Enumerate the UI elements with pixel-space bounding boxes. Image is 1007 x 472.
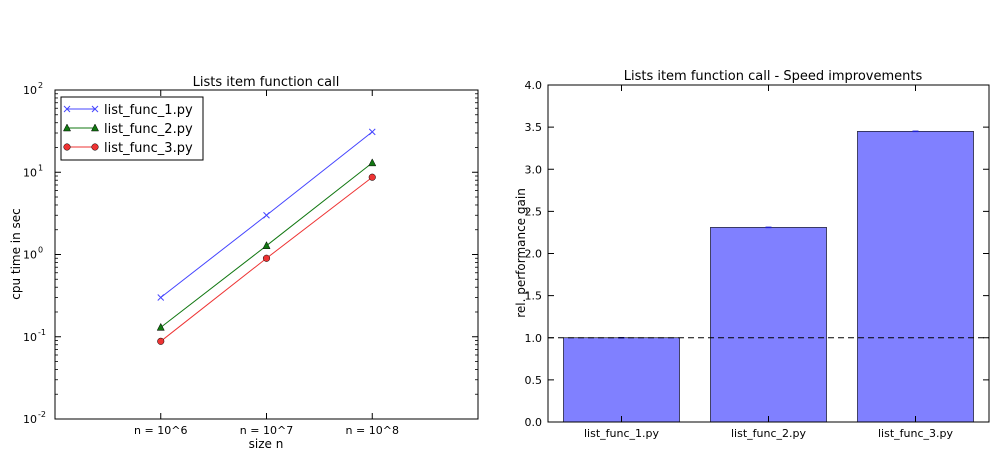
line-chart: Lists item function call 10 -210 -110 010 11…	[9, 75, 479, 451]
bar-chart-y-axis-label: rel. performance gain	[514, 188, 528, 318]
bar-x-tick-label-2: list_func_2.py	[731, 427, 806, 440]
line-series-2-point-3	[368, 158, 377, 167]
line-chart-title: Lists item function call	[193, 75, 340, 90]
bar-x-tick-label-3: list_func_3.py	[878, 427, 953, 440]
line-series-1-point-3-stroke-b	[368, 128, 376, 136]
line-series-1-point-2	[263, 211, 270, 219]
line-series-2-point-2	[262, 241, 271, 249]
bar-y-tick-label-7: 3.0	[525, 163, 543, 176]
line-series-1-point-1-stroke-b	[157, 294, 165, 301]
line-series-1-point-3	[368, 128, 376, 136]
line-x-tick-label-1: n = 10^6	[134, 424, 187, 437]
legend-marker-a-2	[62, 123, 72, 132]
bar-y-tick-label-6: 2.5	[525, 205, 543, 218]
line-x-tick-label-2: n = 10^7	[240, 424, 293, 437]
line-series-3-point-2	[262, 254, 271, 262]
legend-marker-a-1	[63, 105, 71, 113]
legend-marker-b-2	[90, 123, 100, 132]
legend-marker-a-3	[63, 143, 71, 151]
line-y-tick-label-3: 10	[23, 249, 37, 262]
line-y-tick-label-1: 10	[23, 413, 37, 426]
legend-marker-b-1-stroke-b	[91, 105, 99, 113]
bar-y-tick-label-9: 4.0	[525, 79, 543, 92]
line-series-2-point-1	[156, 322, 165, 331]
bar-3	[857, 131, 974, 423]
bar-y-tick-label-2: 0.5	[525, 374, 543, 387]
line-y-tick-exp-2: -1	[38, 328, 46, 337]
bar-1	[563, 337, 680, 423]
line-y-tick-label-4: 10	[23, 166, 37, 179]
line-series-1-point-2-stroke-b	[263, 211, 270, 219]
line-y-tick-exp-3: 0	[38, 246, 43, 255]
bar-y-tick-label-1: 0.0	[525, 416, 543, 429]
bar-y-tick-label-8: 3.5	[525, 121, 543, 134]
line-y-tick-label-2: 10	[23, 331, 37, 344]
legend-label-2: list_func_2.py	[104, 122, 193, 137]
line-series-3-point-3	[368, 173, 376, 181]
line-y-tick-exp-5: 2	[38, 81, 43, 90]
bar-y-tick-label-5: 2.0	[525, 248, 543, 261]
line-y-tick-exp-1: -2	[38, 410, 46, 419]
bar-chart: Lists item function call - Speed improve…	[514, 69, 990, 440]
legend-marker-b-3	[91, 143, 99, 151]
line-y-tick-exp-4: 1	[38, 163, 43, 172]
line-chart-legend: list_func_1.py list_func_2.py list_func_3.…	[60, 96, 204, 161]
line-chart-y-axis-label: cpu time in sec	[9, 208, 23, 300]
bar-y-tick-label-3: 1.0	[525, 332, 543, 345]
line-y-tick-label-5: 10	[23, 84, 37, 97]
line-series-3-point-1	[157, 337, 165, 345]
bar-x-tick-label-1: list_func_1.py	[584, 427, 659, 440]
line-chart-x-axis-label: size n	[249, 437, 284, 451]
line-x-tick-label-3: n = 10^8	[346, 424, 399, 437]
bar-chart-title: Lists item function call - Speed improve…	[624, 69, 923, 84]
legend-box	[60, 96, 204, 161]
bar-y-tick-label-4: 1.5	[525, 290, 543, 303]
legend-marker-b-1	[91, 105, 99, 113]
bar-2	[710, 227, 827, 423]
legend-marker-a-1-stroke-b	[63, 105, 71, 113]
line-series-1-point-1	[157, 294, 165, 301]
legend-label-1: list_func_1.py	[104, 103, 193, 118]
legend-label-3: list_func_3.py	[104, 141, 193, 156]
